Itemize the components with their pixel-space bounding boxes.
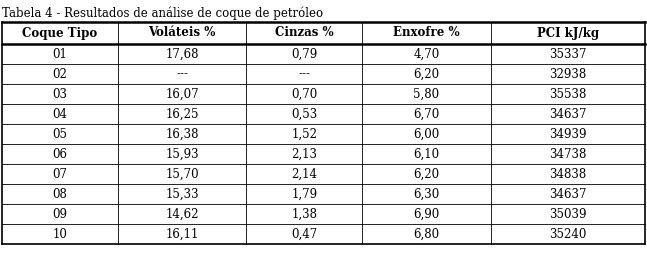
Text: 17,68: 17,68 <box>165 48 199 61</box>
Text: 06: 06 <box>52 147 67 160</box>
Text: 01: 01 <box>52 48 67 61</box>
Text: 0,47: 0,47 <box>291 228 317 240</box>
Text: 5,80: 5,80 <box>413 88 439 101</box>
Text: 16,11: 16,11 <box>166 228 199 240</box>
Text: 02: 02 <box>52 68 67 81</box>
Text: 35039: 35039 <box>549 207 587 220</box>
Text: Cinzas %: Cinzas % <box>275 27 333 40</box>
Text: Coque Tipo: Coque Tipo <box>22 27 98 40</box>
Text: 0,79: 0,79 <box>291 48 317 61</box>
Text: PCI kJ/kg: PCI kJ/kg <box>537 27 599 40</box>
Text: 07: 07 <box>52 167 67 180</box>
Text: 35240: 35240 <box>549 228 587 240</box>
Text: 14,62: 14,62 <box>165 207 199 220</box>
Text: 0,70: 0,70 <box>291 88 317 101</box>
Text: 05: 05 <box>52 127 67 140</box>
Text: 0,53: 0,53 <box>291 107 317 120</box>
Text: 6,90: 6,90 <box>413 207 439 220</box>
Text: 2,14: 2,14 <box>291 167 317 180</box>
Text: 04: 04 <box>52 107 67 120</box>
Text: 15,33: 15,33 <box>165 187 199 200</box>
Text: 6,00: 6,00 <box>413 127 439 140</box>
Text: Enxofre %: Enxofre % <box>393 27 459 40</box>
Text: ---: --- <box>298 68 310 81</box>
Text: 6,20: 6,20 <box>413 167 439 180</box>
Text: 2,13: 2,13 <box>291 147 317 160</box>
Text: 6,10: 6,10 <box>413 147 439 160</box>
Text: Tabela 4 - Resultados de análise de coque de petróleo: Tabela 4 - Resultados de análise de coqu… <box>2 6 323 20</box>
Text: 6,70: 6,70 <box>413 107 439 120</box>
Text: 1,79: 1,79 <box>291 187 317 200</box>
Text: 16,25: 16,25 <box>165 107 199 120</box>
Text: 1,38: 1,38 <box>291 207 317 220</box>
Text: 6,80: 6,80 <box>413 228 439 240</box>
Text: 03: 03 <box>52 88 67 101</box>
Text: 35538: 35538 <box>549 88 587 101</box>
Text: Voláteis %: Voláteis % <box>148 27 215 40</box>
Text: 10: 10 <box>52 228 67 240</box>
Text: 15,93: 15,93 <box>165 147 199 160</box>
Text: 35337: 35337 <box>549 48 587 61</box>
Text: 34939: 34939 <box>549 127 587 140</box>
Text: 4,70: 4,70 <box>413 48 439 61</box>
Text: 32938: 32938 <box>549 68 586 81</box>
Text: 34738: 34738 <box>549 147 587 160</box>
Text: 16,07: 16,07 <box>165 88 199 101</box>
Text: 34838: 34838 <box>549 167 586 180</box>
Text: 16,38: 16,38 <box>165 127 199 140</box>
Text: 34637: 34637 <box>549 187 587 200</box>
Text: 6,30: 6,30 <box>413 187 439 200</box>
Text: ---: --- <box>176 68 188 81</box>
Text: 1,52: 1,52 <box>291 127 317 140</box>
Text: 34637: 34637 <box>549 107 587 120</box>
Text: 08: 08 <box>52 187 67 200</box>
Text: 15,70: 15,70 <box>165 167 199 180</box>
Text: 09: 09 <box>52 207 67 220</box>
Text: 6,20: 6,20 <box>413 68 439 81</box>
